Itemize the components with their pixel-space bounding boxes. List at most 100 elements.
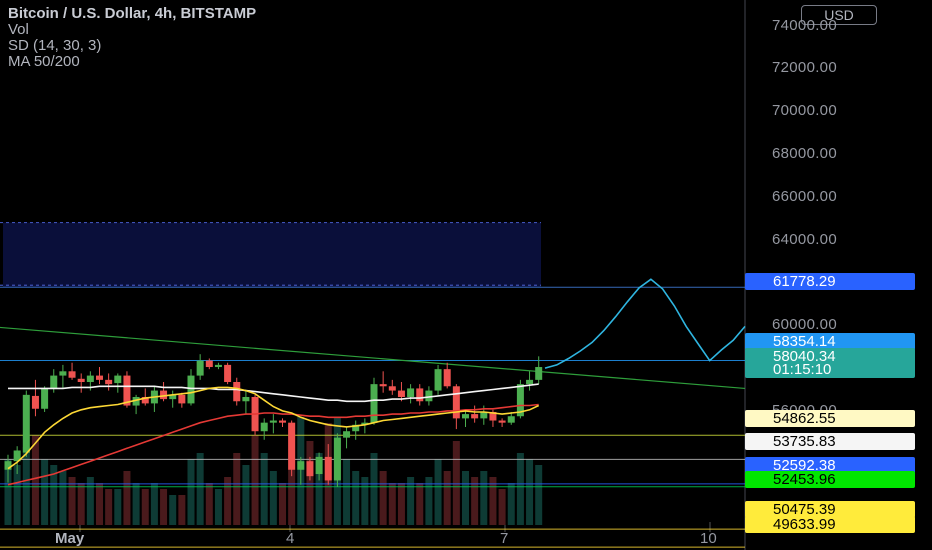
candle-body (452, 386, 460, 419)
volume-bar (224, 477, 232, 525)
candle (388, 379, 396, 395)
time-axis-label: 7 (500, 530, 509, 547)
candle-body (4, 461, 12, 470)
volume-bar (526, 459, 534, 525)
volume-bar (462, 471, 469, 525)
volume-bar (416, 483, 424, 525)
price-axis-label: 66000.00 (772, 187, 837, 205)
candle-body (114, 375, 122, 384)
candle-body (443, 369, 451, 387)
volume-bar (4, 459, 12, 525)
candle-body (141, 396, 149, 404)
candle (105, 373, 113, 391)
time-axis-label: 4 (286, 530, 295, 547)
symbol-title: Bitcoin / U.S. Dollar, 4h, BITSTAMP (8, 5, 257, 22)
volume-bar (388, 483, 396, 525)
ma-yellow-line (7, 386, 540, 470)
candle (498, 418, 506, 427)
volume-bar (214, 489, 222, 525)
candle-body (489, 411, 497, 421)
candle-body (86, 375, 94, 383)
volume-bar (150, 483, 158, 525)
candle-body (123, 375, 131, 406)
volume-bar (343, 459, 351, 525)
candle-body (160, 390, 168, 400)
candle-body (224, 364, 232, 383)
legend-vol: Vol (8, 21, 29, 38)
candle (306, 456, 314, 481)
volume-bar (443, 471, 451, 525)
candle (242, 390, 250, 415)
candle (68, 362, 76, 380)
time-axis-label: May (55, 530, 85, 547)
candle-body (288, 422, 296, 470)
candle (132, 394, 140, 415)
candle-body (169, 394, 177, 400)
candle-body (333, 437, 341, 481)
volume-bar (187, 459, 195, 525)
volume-bar (205, 483, 213, 525)
candle-body (498, 420, 506, 423)
volume-bar (86, 477, 94, 525)
candle-body (535, 367, 543, 380)
volume-bar (196, 453, 204, 525)
volume-bar (77, 483, 85, 525)
projection-path (544, 278, 746, 369)
volume-bar (370, 453, 378, 525)
price-tag: 58040.34 (745, 348, 915, 365)
candle-body (425, 390, 433, 402)
volume-bar (160, 489, 168, 525)
price-tag: 53735.83 (745, 433, 915, 450)
candle (507, 411, 515, 425)
candle (260, 418, 268, 440)
legend-sd: SD (14, 30, 3) (8, 37, 102, 54)
volume-bar (315, 453, 323, 525)
volume-bar (233, 453, 241, 525)
volume-bar (59, 471, 67, 525)
candle (13, 446, 21, 475)
candle-body (242, 396, 250, 402)
candle-body (324, 456, 332, 481)
candle-body (178, 394, 186, 404)
volume-bar (105, 489, 113, 525)
volume-bar (397, 483, 405, 525)
candle-body (50, 375, 58, 389)
candle-body (260, 422, 268, 432)
supply-zone (3, 222, 541, 288)
candle-body (370, 384, 378, 423)
candle (397, 382, 405, 402)
volume-bar (13, 465, 21, 525)
volume-bar (178, 495, 186, 525)
candle-body (205, 360, 213, 368)
currency-button[interactable]: USD (801, 5, 877, 25)
price-axis-label: 64000.00 (772, 230, 837, 248)
candle (196, 354, 204, 380)
candle (370, 377, 378, 425)
candle (205, 358, 213, 370)
volume-bar (352, 471, 360, 525)
price-tag: 54862.55 (745, 410, 915, 427)
candle (96, 367, 103, 385)
candle (22, 390, 30, 457)
candle (416, 384, 424, 406)
candle (288, 420, 296, 477)
volume-bar (141, 489, 149, 525)
volume-bar (269, 471, 277, 525)
volume-bar (242, 465, 250, 525)
candle-body (196, 360, 204, 376)
candle-body (279, 420, 286, 423)
ma-white-line (8, 383, 539, 403)
volume-bar (132, 483, 140, 525)
volume-bar (489, 477, 497, 525)
candle-body (434, 369, 442, 391)
candle-body (96, 375, 103, 380)
candle (214, 362, 222, 370)
candle-body (407, 388, 415, 397)
candle (178, 392, 186, 408)
volume-bar (114, 489, 122, 525)
chart-overlays (0, 221, 746, 548)
moving-averages (7, 383, 540, 486)
volume-bar (379, 471, 387, 525)
time-axis-label: 10 (700, 530, 717, 547)
